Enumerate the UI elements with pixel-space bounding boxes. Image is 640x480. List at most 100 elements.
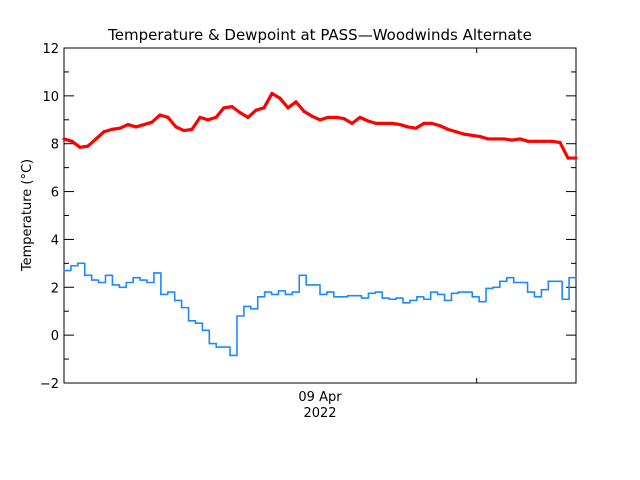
temperature-point: [214, 115, 218, 119]
temperature-point: [382, 121, 386, 125]
dewpoint-point: [519, 281, 522, 284]
temperature-point: [526, 139, 530, 143]
dewpoint-point: [153, 272, 155, 274]
dewpoint-point: [526, 291, 529, 293]
plot-frame: [63, 47, 577, 384]
x-tick-label-date: 09 Apr: [298, 390, 342, 405]
temperature-point: [310, 114, 314, 118]
temperature-point: [254, 108, 258, 112]
temperature-point: [230, 105, 234, 109]
dewpoint-point: [547, 280, 550, 283]
y-tick-label: 6: [51, 186, 59, 201]
dewpoint-point: [533, 296, 536, 298]
dewpoint-point: [395, 297, 397, 299]
dewpoint-point: [291, 291, 294, 293]
dewpoint-point: [492, 286, 494, 289]
dewpoint-point: [97, 281, 100, 284]
dewpoint-point: [160, 293, 162, 296]
dewpoint-point: [575, 276, 577, 279]
dewpoint-point: [388, 298, 390, 301]
temperature-point: [302, 109, 306, 114]
dewpoint-point: [305, 284, 307, 286]
temperature-point: [174, 125, 178, 129]
dewpoint-point: [422, 298, 425, 301]
temperature-point: [190, 127, 194, 131]
dewpoint-point: [63, 269, 65, 272]
y-tick-label: 0: [51, 329, 59, 344]
dewpoint-point: [70, 264, 72, 267]
dewpoint-point: [194, 322, 197, 324]
dewpoint-point: [201, 329, 204, 332]
temperature-point: [470, 133, 474, 137]
temperature-point: [574, 156, 578, 160]
dewpoint-point: [166, 291, 169, 293]
temperature-point: [430, 121, 434, 125]
temperature-point: [294, 100, 298, 104]
dewpoint-point: [298, 274, 301, 277]
temperature-point: [366, 119, 370, 123]
temperature-point: [342, 116, 346, 121]
temperature-point: [78, 145, 82, 149]
chart-title: Temperature & Dewpoint at PASS—Woodwinds…: [108, 26, 532, 44]
temperature-point: [358, 115, 362, 119]
dewpoint-point: [90, 279, 93, 281]
dewpoint-point: [208, 342, 211, 345]
temperature-point: [262, 106, 266, 110]
temperature-point: [518, 137, 522, 141]
dewpoint-point: [173, 299, 176, 302]
dewpoint-point: [540, 288, 543, 291]
dewpoint-point: [111, 284, 114, 286]
temperature-point: [374, 121, 378, 125]
temperature-point: [182, 128, 186, 133]
temperature-point: [278, 96, 282, 100]
temperature-point: [438, 124, 442, 128]
dewpoint-point: [429, 291, 432, 293]
dewpoint-point: [104, 274, 107, 277]
temperature-point: [70, 139, 74, 143]
y-tick-label: −2: [40, 377, 59, 392]
dewpoint-point: [457, 291, 460, 293]
dewpoint-point: [270, 293, 273, 296]
temperature-point: [206, 118, 210, 122]
dewpoint-point: [360, 297, 363, 299]
temperature-point: [566, 156, 570, 160]
dewpoint-point: [118, 286, 121, 289]
dewpoint-point: [561, 298, 563, 301]
dewpoint-point: [409, 299, 411, 302]
dewpoint-point: [367, 292, 370, 295]
temperature-point: [246, 115, 250, 119]
dewpoint-point: [471, 296, 474, 298]
temperature-point: [222, 106, 226, 110]
dewpoint-point: [346, 294, 349, 297]
dewpoint-point: [478, 300, 480, 303]
dewpoint-point: [125, 281, 128, 284]
dewpoint-series-line: [64, 262, 576, 357]
dewpoint-point: [243, 305, 245, 308]
dewpoint-point: [132, 276, 134, 279]
temperature-point: [446, 127, 450, 131]
y-axis-label: Temperature (°C): [20, 159, 35, 272]
dewpoint-point: [568, 276, 570, 279]
dewpoint-point: [339, 296, 342, 298]
temperature-point: [166, 115, 170, 119]
temperature-point: [86, 144, 90, 148]
y-tick-label: 4: [51, 233, 59, 248]
dewpoint-point: [554, 280, 557, 283]
dewpoint-point: [353, 294, 356, 297]
temperature-point: [318, 118, 322, 122]
temperature-point: [62, 137, 66, 141]
temperature-point: [398, 122, 402, 127]
temperature-point: [550, 139, 554, 143]
y-tick-label: 8: [51, 138, 59, 153]
dewpoint-point: [215, 346, 218, 348]
dewpoint-point: [512, 281, 515, 284]
dewpoint-point: [222, 346, 224, 348]
dewpoint-point: [485, 287, 487, 290]
temperature-point: [454, 130, 458, 134]
dewpoint-point: [326, 291, 328, 293]
dewpoint-point: [374, 291, 377, 293]
dewpoint-point: [180, 306, 183, 309]
temperature-point: [510, 138, 514, 142]
dewpoint-point: [402, 302, 404, 304]
temperature-point: [150, 120, 154, 124]
